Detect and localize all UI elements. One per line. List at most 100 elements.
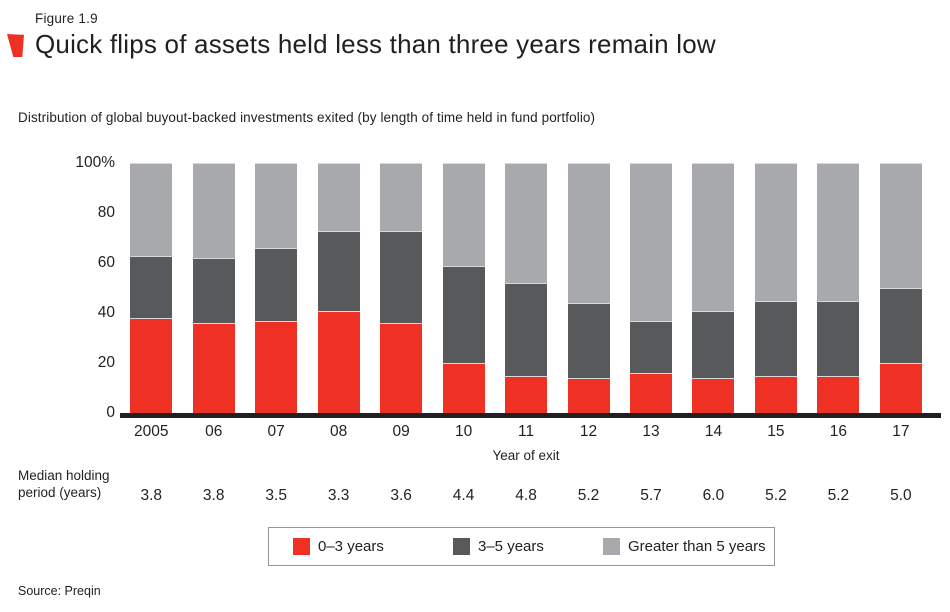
y-tick-label: 0 bbox=[106, 404, 115, 421]
bar-segment-greater-than-5-years bbox=[255, 163, 298, 248]
bar-slot-17 bbox=[870, 163, 932, 413]
bar-segment-greater-than-5-years bbox=[505, 163, 548, 283]
bar-segment-0-3-years bbox=[692, 378, 735, 413]
median-value-06: 3.8 bbox=[202, 487, 225, 504]
bar-segment-3-5-years bbox=[130, 255, 173, 318]
bar-segment-3-5-years bbox=[692, 310, 735, 378]
x-axis-labels: 2005 06 07 08 09 10 11 12 13 14 15 16 17 bbox=[120, 423, 932, 441]
median-value-11: 4.8 bbox=[515, 487, 537, 504]
figure-subtitle: Distribution of global buyout-backed inv… bbox=[18, 110, 596, 125]
median-value-09: 3.6 bbox=[390, 487, 412, 504]
bar-slot-10 bbox=[432, 163, 494, 413]
bar-segment-greater-than-5-years bbox=[879, 163, 922, 288]
stacked-bar-12 bbox=[567, 163, 610, 413]
bar-slot-11 bbox=[495, 163, 557, 413]
legend-swatch bbox=[293, 538, 310, 555]
x-axis-label-06: 06 bbox=[205, 423, 223, 440]
bar-segment-greater-than-5-years bbox=[567, 163, 610, 303]
median-row-label: Median holding period (years) bbox=[18, 467, 110, 501]
bar-slot-09 bbox=[370, 163, 432, 413]
bar-slot-13 bbox=[620, 163, 682, 413]
median-value-16: 5.2 bbox=[827, 487, 850, 504]
bar-segment-greater-than-5-years bbox=[130, 163, 173, 256]
stacked-bar-15 bbox=[754, 163, 797, 413]
x-axis-label-08: 08 bbox=[330, 423, 348, 440]
y-tick-label: 60 bbox=[97, 254, 115, 271]
bar-slot-07 bbox=[245, 163, 307, 413]
bar-segment-3-5-years bbox=[317, 230, 360, 311]
y-tick-label: 40 bbox=[97, 304, 115, 321]
figure-title: Quick flips of assets held less than thr… bbox=[35, 29, 716, 59]
median-row-label-line1: Median holding bbox=[18, 468, 110, 483]
stacked-bar-11 bbox=[505, 163, 548, 413]
median-value-14: 6.0 bbox=[702, 487, 725, 504]
stacked-bar-14 bbox=[692, 163, 735, 413]
bar-slot-16 bbox=[807, 163, 869, 413]
bar-segment-0-3-years bbox=[192, 323, 235, 413]
bar-segment-3-5-years bbox=[255, 248, 298, 321]
bar-segment-greater-than-5-years bbox=[442, 163, 485, 266]
x-axis-label-12: 12 bbox=[579, 423, 598, 440]
bar-segment-0-3-years bbox=[442, 363, 485, 413]
bar-slot-2005 bbox=[120, 163, 182, 413]
bar-segment-3-5-years bbox=[567, 303, 610, 378]
x-axis-label-17: 17 bbox=[892, 423, 910, 440]
median-row-label-line2: period (years) bbox=[18, 485, 102, 500]
legend-item: 0–3 years bbox=[293, 538, 453, 555]
bar-segment-0-3-years bbox=[817, 375, 860, 413]
source-note: Source: Preqin bbox=[18, 584, 101, 598]
stacked-bar-plot bbox=[120, 163, 932, 413]
bar-segment-3-5-years bbox=[754, 300, 797, 376]
bar-segment-3-5-years bbox=[817, 300, 860, 376]
bar-segment-0-3-years bbox=[629, 373, 672, 413]
median-values-row: 3.8 3.8 3.5 3.3 3.6 4.4 4.8 5.2 5.7 6.0 5.2 5.2 5.0 bbox=[120, 487, 932, 505]
stacked-bar-06 bbox=[192, 163, 235, 413]
stacked-bar-13 bbox=[629, 163, 672, 413]
bar-slot-14 bbox=[682, 163, 744, 413]
bar-segment-greater-than-5-years bbox=[692, 163, 735, 311]
bar-segment-greater-than-5-years bbox=[754, 163, 797, 301]
bar-segment-3-5-years bbox=[192, 258, 235, 323]
bar-slot-12 bbox=[557, 163, 619, 413]
stacked-bar-08 bbox=[317, 163, 360, 413]
x-axis-title: Year of exit bbox=[492, 448, 560, 463]
median-value-07: 3.5 bbox=[265, 487, 287, 504]
legend-swatch bbox=[603, 538, 620, 555]
bar-segment-greater-than-5-years bbox=[192, 163, 235, 258]
bar-segment-greater-than-5-years bbox=[629, 163, 672, 321]
median-value-2005: 3.8 bbox=[140, 487, 163, 504]
bar-segment-greater-than-5-years bbox=[380, 163, 423, 231]
x-axis-label-07: 07 bbox=[267, 423, 285, 440]
x-axis-label-10: 10 bbox=[454, 423, 473, 440]
bar-segment-0-3-years bbox=[754, 375, 797, 413]
bar-slot-15 bbox=[745, 163, 807, 413]
x-axis-label-13: 13 bbox=[642, 423, 660, 440]
median-value-15: 5.2 bbox=[765, 487, 787, 504]
bar-segment-3-5-years bbox=[879, 288, 922, 363]
bar-segment-0-3-years bbox=[380, 323, 423, 413]
x-axis-label-09: 09 bbox=[392, 423, 410, 440]
x-axis-label-15: 15 bbox=[767, 423, 785, 440]
x-axis-line bbox=[120, 413, 941, 418]
bar-segment-3-5-years bbox=[442, 265, 485, 363]
y-axis: 100% 80 60 40 20 0 bbox=[0, 0, 115, 612]
bar-slot-06 bbox=[182, 163, 244, 413]
legend-label: 3–5 years bbox=[478, 538, 544, 555]
legend-item: 3–5 years bbox=[453, 538, 603, 555]
y-tick-label: 80 bbox=[97, 204, 115, 221]
chart-legend: 0–3 years 3–5 years Greater than 5 years bbox=[268, 527, 775, 566]
median-value-17: 5.0 bbox=[890, 487, 912, 504]
bar-segment-0-3-years bbox=[317, 310, 360, 413]
bar-segment-3-5-years bbox=[380, 230, 423, 323]
bar-segment-0-3-years bbox=[879, 363, 922, 413]
bar-slot-08 bbox=[307, 163, 369, 413]
median-value-10: 4.4 bbox=[452, 487, 475, 504]
y-tick-label: 100% bbox=[75, 154, 115, 171]
x-axis-label-2005: 2005 bbox=[133, 423, 169, 440]
bar-segment-greater-than-5-years bbox=[817, 163, 860, 301]
median-value-13: 5.7 bbox=[640, 487, 662, 504]
bar-segment-3-5-years bbox=[629, 320, 672, 373]
figure-label: Figure 1.9 bbox=[35, 11, 98, 26]
legend-item: Greater than 5 years bbox=[603, 538, 766, 555]
